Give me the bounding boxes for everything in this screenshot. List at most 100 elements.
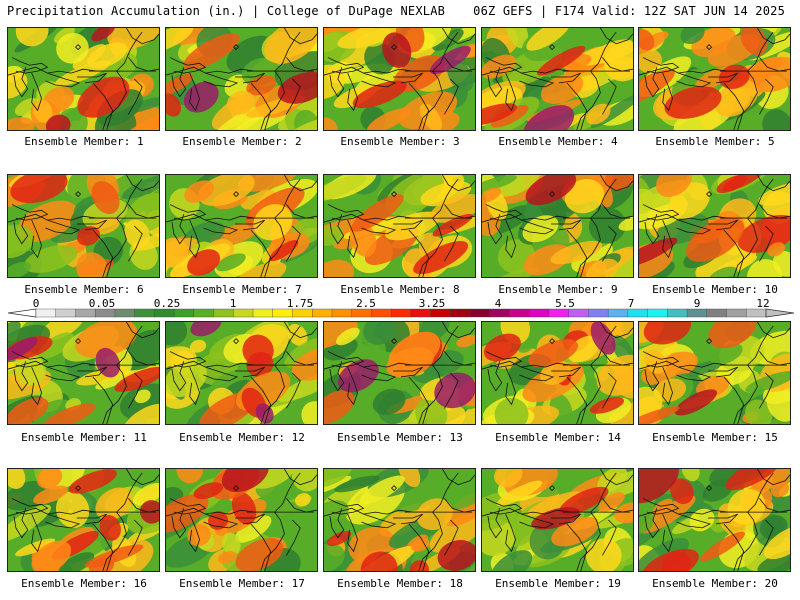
map-outline [13,361,29,392]
ensemble-member-label: Ensemble Member: 5 [655,135,775,148]
colorbar-swatch [686,308,708,318]
map-outline [8,31,143,76]
map-outline [11,498,49,515]
map-outline [602,351,633,366]
map-outline [166,325,301,370]
colorbar-tick-label: 5.5 [555,297,575,310]
map-outline [11,351,49,368]
map-outline [576,364,601,424]
map-outline [505,366,516,406]
map-outline [576,511,601,571]
map-outline [418,217,443,277]
map-outline [169,498,207,515]
map-outline [286,78,301,115]
map-outline [361,72,397,88]
city-marker-icon [391,338,398,345]
colorbar-swatch [55,308,76,318]
map-outline [676,72,712,88]
map-outline [485,351,523,368]
map-outline [203,366,239,382]
map-outline [284,322,317,339]
city-marker-icon [233,485,240,492]
map-outline [128,57,159,72]
colorbar-swatch [647,308,668,318]
map-outline [324,31,459,76]
map-outline [444,372,459,409]
map-outline [286,498,317,513]
colorbar-tick-label: 0.05 [88,297,116,310]
map-outline [235,513,265,525]
map-title: Precipitation Accumulation (in.) | Colle… [7,4,446,18]
map-outline [102,364,127,424]
map-outline [600,469,633,486]
map-outline [642,57,680,74]
map-outline [329,214,345,245]
map-outline [676,513,712,529]
map-outline [644,508,660,539]
map-outline [551,513,581,525]
map-outline [166,472,301,517]
ensemble-member-map [638,27,791,131]
map-outline [759,204,790,219]
colorbar-swatch [746,308,767,318]
map-outline [519,366,555,382]
map-outline [45,513,81,529]
map-outline [442,175,475,192]
city-marker-icon [391,44,398,51]
map-outline [733,364,758,424]
ensemble-member-map [638,468,791,572]
map-outline [444,225,459,262]
map-outline [733,70,758,130]
map-outline [260,217,285,277]
map-outline [519,219,555,235]
map-outline [602,204,633,219]
map-outline [260,70,285,130]
map-outline [31,219,42,259]
ensemble-member-label: Ensemble Member: 2 [182,135,302,148]
map-outline [759,372,774,409]
map-outline [235,366,265,378]
map-outline [485,204,523,221]
colorbar-right-arrow [765,308,795,318]
colorbar-swatch [469,308,491,318]
map-outline [442,322,475,339]
colorbar-swatch [292,308,313,318]
map-outline [126,322,159,339]
map-outline [235,219,265,231]
map-outline [250,376,272,424]
map-outline [102,70,127,130]
map-outline [482,472,617,517]
map-outline [11,57,49,74]
colorbar-swatch [706,308,728,318]
ensemble-member-map [7,468,160,572]
map-outline [286,372,301,409]
map-outline [166,31,301,76]
map-outline [92,82,114,130]
ensemble-member-map [165,468,318,572]
colorbar-tick-label: 3.25 [418,297,446,310]
ensemble-member-map [323,321,476,425]
ensemble-member-map [481,321,634,425]
map-outline [128,372,143,409]
map-outline [31,366,42,406]
map-outline [8,178,143,223]
ensemble-member-label: Ensemble Member: 10 [652,283,778,296]
map-outline [602,519,617,556]
ensemble-member-map [638,321,791,425]
map-outline [759,351,790,366]
map-outline [347,366,358,406]
map-outline [92,523,114,571]
map-outline [284,469,317,486]
map-outline [128,351,159,366]
ensemble-member-label: Ensemble Member: 12 [179,431,305,444]
ensemble-member-map [638,174,791,278]
colorbar-tick-label: 1 [229,297,237,310]
map-outline [487,214,503,245]
map-outline [759,498,790,513]
map-outline [576,217,601,277]
map-outline [284,175,317,192]
colorbar-swatch [548,308,570,318]
map-outline [723,82,745,130]
colorbar-swatch [272,308,293,318]
map-outline [171,508,187,539]
